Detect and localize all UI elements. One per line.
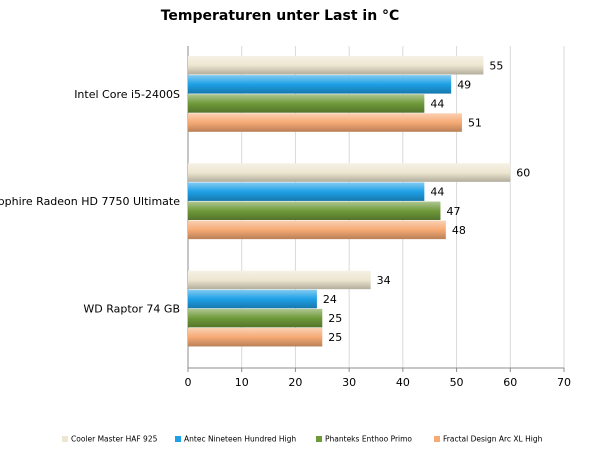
data-label: 25: [328, 331, 342, 344]
data-label: 47: [446, 205, 460, 218]
bar: [188, 56, 484, 75]
data-label: 48: [452, 224, 466, 237]
data-label: 25: [328, 312, 342, 325]
legend-swatch: [316, 436, 322, 442]
bar-chart: 0 10 20 30 40 50 60 70 Intel Core i5-2400S 55 49 44…: [0, 46, 571, 389]
legend-item: Cooler Master HAF 925: [62, 434, 157, 444]
x-tick-label: 70: [557, 376, 571, 389]
x-tick-label: 20: [288, 376, 302, 389]
bar: [188, 94, 425, 113]
bar: [188, 163, 511, 182]
data-label: 55: [489, 59, 503, 72]
legend-item: Antec Nineteen Hundred High: [175, 434, 296, 444]
chart-legend: Cooler Master HAF 925 Antec Nineteen Hund…: [0, 434, 600, 448]
legend-swatch: [434, 436, 440, 442]
bar: [188, 182, 425, 201]
legend-item: Fractal Design Arc XL High: [434, 434, 542, 444]
x-tick-label: 10: [235, 376, 249, 389]
bar: [188, 201, 441, 221]
x-tick-label: 60: [503, 376, 517, 389]
legend-label: Cooler Master HAF 925: [71, 434, 158, 444]
legend-swatch: [62, 436, 68, 442]
category-label: Sapphire Radeon HD 7750 Ultimate: [0, 195, 180, 208]
category-label: Intel Core i5-2400S: [74, 88, 180, 101]
bar: [188, 289, 317, 309]
x-tick-label: 0: [185, 376, 192, 389]
x-tick-label: 30: [342, 376, 356, 389]
bar: [188, 113, 462, 132]
data-label: 34: [377, 274, 391, 287]
legend-item: Phanteks Enthoo Primo: [316, 434, 412, 444]
legend-label: Phanteks Enthoo Primo: [325, 434, 413, 444]
x-tick-label: 40: [396, 376, 410, 389]
bar: [188, 75, 452, 94]
data-label: 60: [516, 167, 530, 180]
data-label: 24: [323, 293, 337, 306]
x-tick-label: 50: [450, 376, 464, 389]
bar: [188, 327, 323, 347]
data-label: 44: [430, 97, 444, 110]
legend-label: Antec Nineteen Hundred High: [184, 434, 297, 444]
legend-swatch: [175, 436, 181, 442]
legend-label: Fractal Design Arc XL High: [443, 434, 543, 444]
data-label: 44: [430, 186, 444, 199]
bar: [188, 308, 323, 328]
chart-title: Temperaturen unter Last in °C: [160, 8, 400, 24]
bar: [188, 270, 371, 290]
data-label: 51: [468, 117, 482, 130]
bar: [188, 220, 446, 240]
category-label: WD Raptor 74 GB: [83, 303, 180, 316]
data-label: 49: [457, 78, 471, 91]
